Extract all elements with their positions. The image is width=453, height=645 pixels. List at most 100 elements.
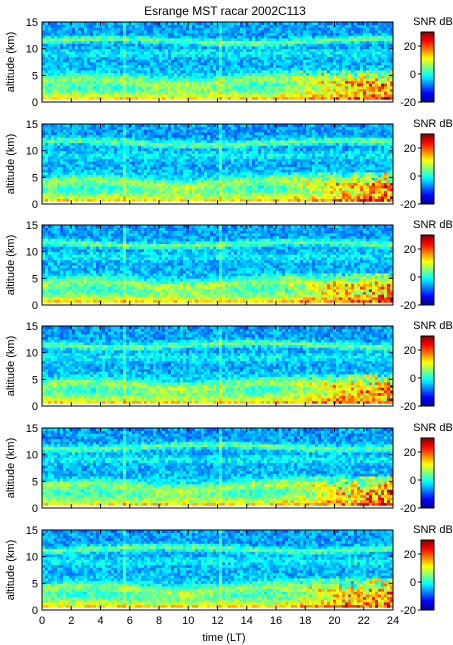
heatmap-cell — [111, 129, 115, 133]
heatmap-cell — [66, 88, 70, 92]
heatmap-cell — [285, 67, 289, 71]
heatmap-cell — [366, 51, 370, 55]
heatmap-cell — [111, 80, 115, 84]
heatmap-cell — [153, 148, 157, 152]
heatmap-cell — [273, 30, 277, 34]
heatmap-cell — [147, 137, 151, 141]
heatmap-cell — [117, 126, 121, 130]
heatmap-cell — [120, 96, 124, 100]
heatmap-cell — [339, 80, 343, 84]
heatmap-cell — [327, 30, 331, 34]
heatmap-cell — [129, 22, 133, 26]
heatmap-cell — [96, 172, 100, 176]
heatmap-cell — [177, 201, 181, 205]
heatmap-cell — [366, 48, 370, 52]
heatmap-cell — [117, 129, 121, 133]
heatmap-cell — [306, 62, 310, 66]
heatmap-cell — [123, 30, 127, 34]
heatmap-cell — [327, 32, 331, 36]
heatmap-cell — [78, 161, 82, 165]
heatmap-cell — [42, 51, 46, 55]
heatmap-cell — [51, 174, 55, 178]
heatmap-cell — [243, 96, 247, 100]
heatmap-cell — [141, 140, 145, 144]
heatmap-cell — [132, 62, 136, 66]
heatmap-cell — [366, 30, 370, 34]
heatmap-cell — [141, 72, 145, 76]
heatmap-cell — [51, 83, 55, 87]
heatmap-cell — [153, 86, 157, 90]
heatmap-cell — [114, 70, 118, 74]
heatmap-cell — [390, 67, 394, 71]
heatmap-cell — [90, 67, 94, 71]
heatmap-cell — [192, 40, 196, 44]
heatmap-cell — [192, 48, 196, 52]
heatmap-cell — [378, 67, 382, 71]
heatmap-cell — [99, 40, 103, 44]
heatmap-cell — [339, 96, 343, 100]
heatmap-cell — [165, 91, 169, 95]
heatmap-cell — [99, 86, 103, 90]
heatmap-cell — [258, 88, 262, 92]
heatmap-cell — [123, 78, 127, 82]
heatmap-cell — [207, 86, 211, 90]
heatmap-cell — [222, 43, 226, 47]
heatmap-cell — [96, 38, 100, 42]
heatmap-cell — [231, 40, 235, 44]
heatmap-cell — [54, 188, 58, 192]
heatmap-cell — [201, 83, 205, 87]
heatmap-cell — [177, 24, 181, 28]
heatmap-cell — [375, 35, 379, 39]
heatmap-cell — [90, 164, 94, 168]
heatmap-cell — [276, 43, 280, 47]
heatmap-cell — [159, 72, 163, 76]
heatmap-cell — [51, 75, 55, 79]
heatmap-cell — [306, 40, 310, 44]
heatmap-cell — [45, 35, 49, 39]
heatmap-cell — [207, 35, 211, 39]
heatmap-cell — [321, 46, 325, 50]
heatmap-cell — [45, 129, 49, 133]
heatmap-cell — [141, 59, 145, 63]
heatmap-cell — [147, 27, 151, 31]
heatmap-cell — [234, 27, 238, 31]
heatmap-cell — [126, 72, 130, 76]
heatmap-cell — [366, 99, 370, 103]
heatmap-cell — [183, 193, 187, 197]
heatmap-cell — [147, 145, 151, 149]
heatmap-cell — [279, 72, 283, 76]
heatmap-cell — [87, 172, 91, 176]
heatmap-cell — [270, 46, 274, 50]
heatmap-cell — [171, 51, 175, 55]
heatmap-cell — [153, 30, 157, 34]
heatmap-cell — [231, 64, 235, 68]
heatmap-cell — [192, 88, 196, 92]
heatmap-cell — [231, 48, 235, 52]
heatmap-cell — [114, 35, 118, 39]
heatmap-cell — [333, 88, 337, 92]
heatmap-cell — [72, 91, 76, 95]
heatmap-cell — [186, 43, 190, 47]
heatmap-cell — [378, 40, 382, 44]
heatmap-cell — [60, 150, 64, 154]
heatmap-cell — [267, 75, 271, 79]
heatmap-cell — [75, 132, 79, 136]
heatmap-cell — [84, 86, 88, 90]
heatmap-cell — [135, 193, 139, 197]
heatmap-cell — [300, 86, 304, 90]
heatmap-cell — [81, 62, 85, 66]
heatmap-cell — [69, 164, 73, 168]
heatmap-cell — [99, 72, 103, 76]
heatmap-cell — [189, 83, 193, 87]
heatmap-cell — [279, 51, 283, 55]
heatmap-cell — [69, 24, 73, 28]
heatmap-cell — [219, 75, 223, 79]
heatmap-cell — [81, 22, 85, 26]
heatmap-cell — [246, 32, 250, 36]
heatmap-cell — [162, 72, 166, 76]
heatmap-cell — [144, 22, 148, 26]
heatmap-cell — [336, 46, 340, 50]
heatmap-cell — [102, 75, 106, 79]
heatmap-cell — [324, 94, 328, 98]
heatmap-cell — [93, 177, 97, 181]
